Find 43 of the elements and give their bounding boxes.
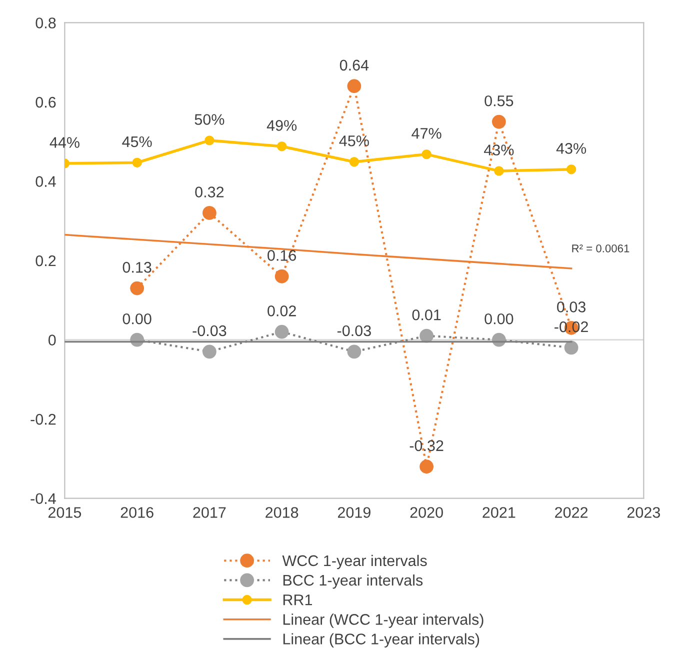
data-label: 0.64 [340, 60, 369, 71]
annotation: R² = 0.0061 [572, 244, 630, 252]
y-tick-label: 0.2 [36, 255, 56, 266]
x-tick-label: 2020 [410, 507, 443, 518]
x-tick-label: 2015 [48, 507, 82, 518]
x-tick-label: 2023 [627, 507, 660, 518]
x-tick-label: 2022 [555, 507, 588, 518]
x-tick-label: 2021 [482, 507, 516, 518]
data-label: 0.01 [412, 309, 441, 320]
data-label: 43% [556, 143, 586, 154]
y-tick-label: 0 [48, 334, 56, 346]
legend-label: WCC 1-year intervals [282, 554, 427, 570]
data-label: 45% [339, 136, 369, 146]
data-label: 45% [122, 136, 152, 148]
data-label: 50% [194, 114, 224, 125]
x-tick-label: 2019 [338, 507, 370, 518]
y-tick-label: 0.6 [36, 96, 56, 108]
y-tick-label: -0.2 [30, 414, 56, 425]
legend-label: RR1 [283, 594, 312, 606]
data-label: -0.03 [192, 325, 226, 336]
data-label: 0.02 [268, 306, 296, 316]
x-tick-label: 2016 [120, 507, 154, 518]
data-label: 49% [266, 120, 297, 131]
legend-label: Linear (BCC 1-year intervals) [283, 633, 480, 648]
data-label: 0.00 [122, 313, 152, 324]
data-label: 0.13 [122, 262, 152, 273]
data-label: 0.03 [557, 302, 586, 312]
data-label: -0.32 [410, 440, 444, 452]
x-tick-label: 2018 [266, 507, 298, 518]
y-tick-label: 0.4 [36, 176, 56, 187]
y-tick-label: 0.8 [36, 18, 56, 28]
data-label: -0.03 [337, 325, 371, 336]
data-label: 0.00 [484, 313, 514, 324]
data-label: 43% [484, 144, 514, 156]
data-label: 0.32 [195, 186, 224, 198]
data-label: 0.55 [484, 95, 514, 106]
data-label: 47% [412, 128, 442, 139]
y-tick-label: -0.4 [30, 493, 56, 504]
legend-label: Linear (WCC 1-year intervals) [283, 614, 484, 628]
data-label: 44% [50, 137, 80, 148]
data-label: 0.16 [268, 250, 296, 261]
x-tick-label: 2017 [193, 507, 226, 518]
legend-label: BCC 1-year intervals [283, 574, 423, 589]
